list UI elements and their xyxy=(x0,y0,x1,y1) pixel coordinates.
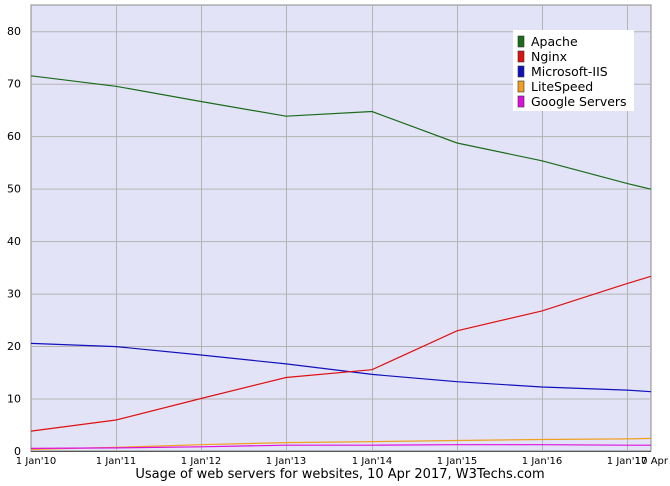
legend: ApacheNginxMicrosoft-IISLiteSpeedGoogle … xyxy=(513,30,634,111)
y-axis: 0 10 20 30 40 50 60 70 80 xyxy=(7,25,21,458)
y-tick-label: 40 xyxy=(7,235,21,248)
legend-swatch-apache xyxy=(517,35,525,48)
legend-swatch-google-servers xyxy=(517,95,525,108)
x-tick-label: 1 Jan'16 xyxy=(522,456,562,467)
legend-label-nginx: Nginx xyxy=(531,49,567,64)
y-tick-label: 30 xyxy=(7,288,21,301)
google-servers-series-line xyxy=(30,444,651,449)
x-tick-label: 1 Jan'17 xyxy=(607,456,647,467)
x-tick-label: 1 Jan'15 xyxy=(437,456,477,467)
y-tick-label: 60 xyxy=(7,130,21,143)
x-tick-label: 10 Apr xyxy=(635,456,669,467)
nginx-series-line xyxy=(30,275,652,432)
x-tick-label: 1 Jan'14 xyxy=(352,456,392,467)
x-tick-label: 1 Jan'11 xyxy=(96,456,136,467)
legend-label-litespeed: LiteSpeed xyxy=(531,79,593,94)
legend-box xyxy=(513,30,634,111)
y-tick-label: 50 xyxy=(7,183,21,196)
apache-series-line xyxy=(30,75,652,190)
legend-swatch-nginx xyxy=(517,50,525,63)
y-tick-label: 20 xyxy=(7,340,21,353)
y-tick-label: 80 xyxy=(7,25,21,38)
x-axis: 1 Jan'10 1 Jan'11 1 Jan'12 1 Jan'13 1 Jan'14… xyxy=(16,456,669,467)
legend-label-google-servers: Google Servers xyxy=(531,94,627,109)
series-layer xyxy=(30,75,652,450)
microsoft-iis-series-line xyxy=(30,342,652,393)
y-tick-label: 10 xyxy=(7,393,21,406)
legend-swatch-microsoft-iis xyxy=(517,65,525,78)
y-tick-label: 70 xyxy=(7,78,21,91)
y-tick-label: 0 xyxy=(14,445,21,458)
x-tick-label: 1 Jan'12 xyxy=(181,456,221,467)
chart-caption: Usage of web servers for websites, 10 Ap… xyxy=(135,467,545,482)
x-tick-label: 1 Jan'13 xyxy=(266,456,306,467)
legend-label-apache: Apache xyxy=(531,34,578,49)
legend-label-microsoft-iis: Microsoft-IIS xyxy=(531,64,608,79)
x-tick-label: 1 Jan'10 xyxy=(16,456,56,467)
litespeed-series-line xyxy=(30,437,652,450)
legend-swatch-litespeed xyxy=(517,80,525,93)
